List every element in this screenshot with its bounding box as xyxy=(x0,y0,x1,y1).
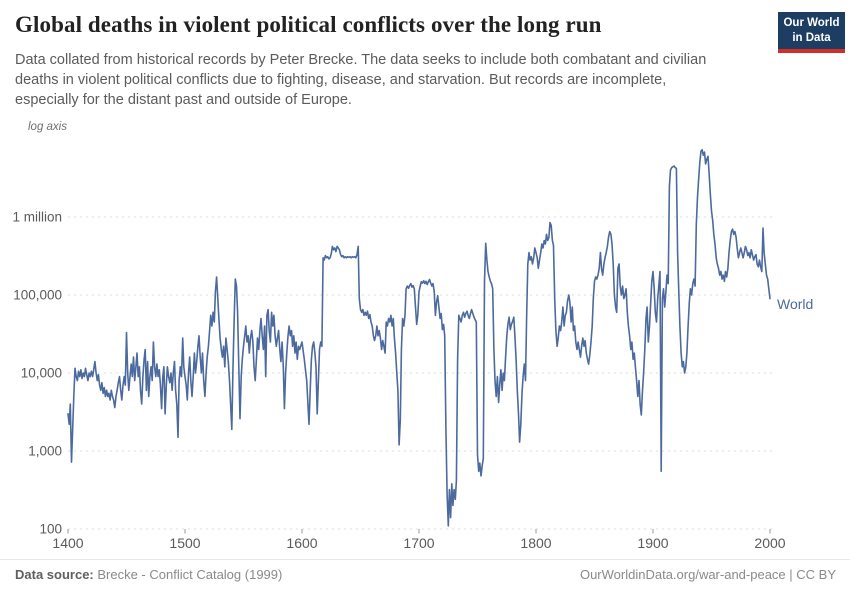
x-tick-label: 1500 xyxy=(169,535,200,551)
y-tick-label: 100,000 xyxy=(13,288,62,303)
owid-logo-red-bar xyxy=(778,49,845,53)
y-tick-label: 100 xyxy=(39,522,62,537)
footer-source-value: Brecke - Conflict Catalog (1999) xyxy=(93,567,283,582)
owid-logo-box: Our World in Data xyxy=(778,12,845,49)
footer-source: Data source: Brecke - Conflict Catalog (… xyxy=(15,567,282,582)
y-tick-label: 1 million xyxy=(12,210,62,225)
series-label-world: World xyxy=(777,296,814,312)
y-tick-label: 10,000 xyxy=(21,366,62,381)
footer-divider xyxy=(0,559,850,560)
footer-source-label: Data source: xyxy=(15,567,94,582)
x-tick-label: 1900 xyxy=(637,535,668,551)
x-tick-label: 1400 xyxy=(52,535,83,551)
footer-link[interactable]: OurWorldinData.org/war-and-peace | CC BY xyxy=(579,567,836,582)
log-axis-note: log axis xyxy=(28,121,67,133)
owid-logo-line1: Our World xyxy=(783,17,840,30)
x-tick-label: 1600 xyxy=(286,535,317,551)
page-title: Global deaths in violent political confl… xyxy=(15,12,602,37)
x-tick-label: 1700 xyxy=(403,535,434,551)
chart-subtitle: Data collated from historical records by… xyxy=(15,52,707,108)
x-tick-label: 1800 xyxy=(520,535,551,551)
world-series-line xyxy=(67,148,771,527)
y-tick-label: 1,000 xyxy=(28,444,62,459)
x-tick-label: 2000 xyxy=(754,535,785,551)
owid-logo: Our World in Data xyxy=(778,12,845,53)
owid-logo-line2: in Data xyxy=(792,31,831,44)
